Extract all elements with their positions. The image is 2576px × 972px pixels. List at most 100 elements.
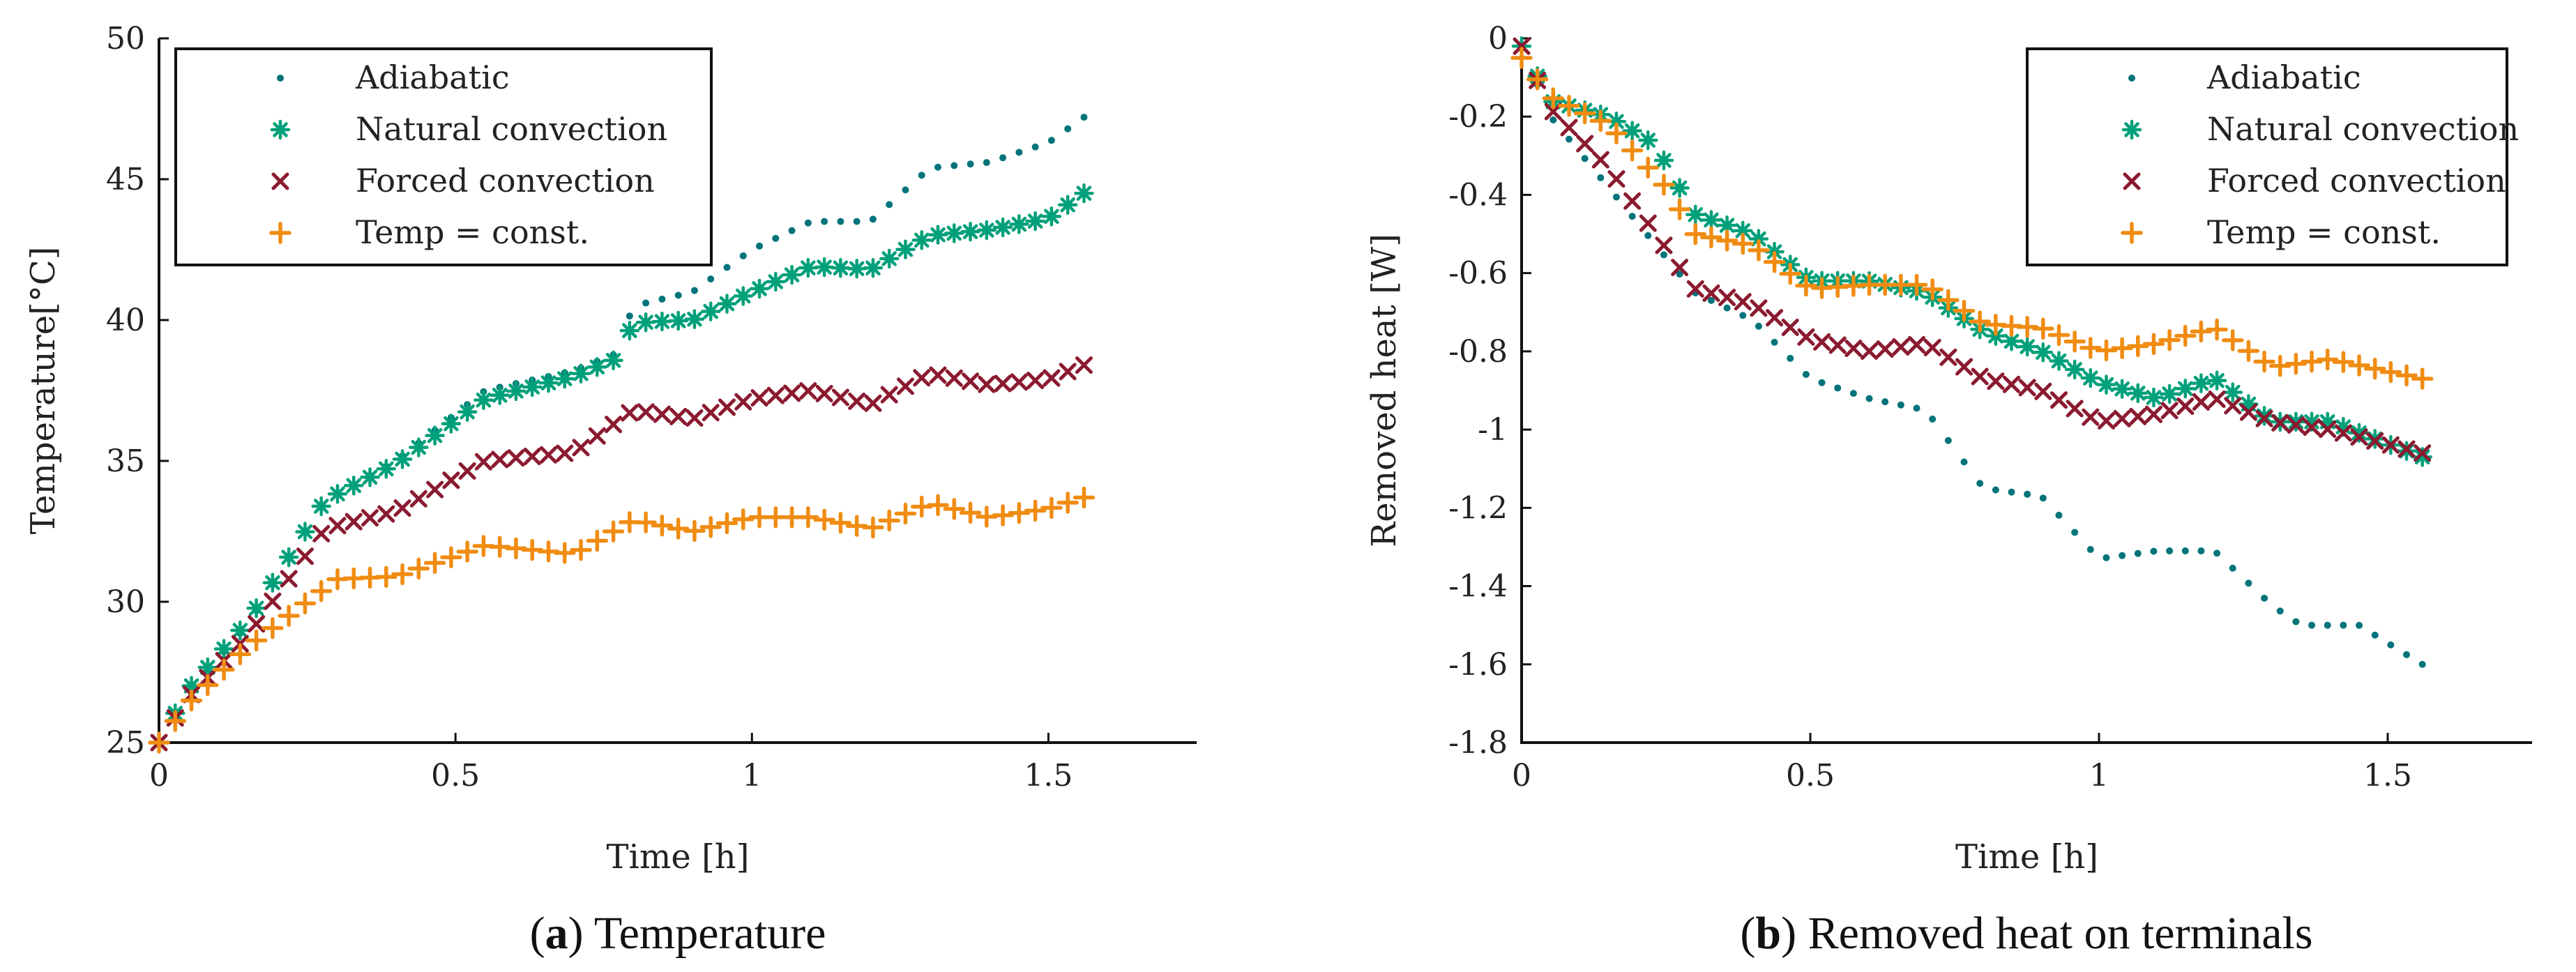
legend-marker <box>2128 75 2135 82</box>
legend-marker <box>2121 222 2143 244</box>
data-point <box>2002 375 2020 393</box>
data-point <box>1750 299 1768 317</box>
data-point <box>2175 379 2196 399</box>
legend-label: Forced convection <box>356 162 655 199</box>
data-point <box>864 394 882 412</box>
data-point <box>2017 336 2038 357</box>
data-point <box>1701 210 1722 230</box>
data-point <box>1717 215 1737 236</box>
data-point <box>927 494 949 517</box>
data-point <box>962 372 980 390</box>
data-point <box>310 579 333 602</box>
data-point <box>783 384 801 402</box>
data-point <box>1605 122 1628 144</box>
data-point <box>491 450 509 469</box>
data-point <box>1015 149 1023 156</box>
data-point <box>456 540 478 563</box>
data-point <box>1684 222 1707 245</box>
series-temp-const- <box>148 486 1096 754</box>
series-temp-const- <box>1510 47 2434 390</box>
data-point <box>862 516 884 539</box>
data-point <box>700 301 721 321</box>
data-point <box>181 676 202 696</box>
data-point <box>1043 369 1061 387</box>
data-point <box>554 368 575 389</box>
data-point <box>1660 251 1667 259</box>
data-point <box>1073 486 1096 509</box>
data-point <box>652 311 672 332</box>
data-point <box>295 522 315 542</box>
data-point <box>813 508 835 531</box>
data-point <box>2197 547 2205 555</box>
data-point <box>750 389 768 407</box>
data-point <box>967 160 974 168</box>
data-point <box>2206 318 2228 341</box>
data-point <box>658 296 666 303</box>
data-point <box>1707 296 1715 304</box>
data-point <box>296 547 314 565</box>
data-point <box>2349 423 2370 443</box>
data-point <box>1655 236 1673 255</box>
y-tick-label: 40 <box>106 303 145 338</box>
data-point <box>934 163 942 171</box>
data-point <box>1913 404 1920 412</box>
data-point <box>1576 135 1594 153</box>
data-point <box>1781 319 1799 337</box>
data-point <box>197 674 219 697</box>
data-point <box>772 234 780 242</box>
data-point <box>2276 607 2284 615</box>
data-point <box>2222 382 2243 402</box>
x-tick-label: 0.5 <box>431 758 480 793</box>
data-point <box>2381 436 2400 454</box>
data-point <box>1513 37 1531 55</box>
data-point <box>2176 397 2195 416</box>
data-point <box>717 294 737 314</box>
data-point <box>896 377 914 395</box>
legend-box <box>2026 47 2508 266</box>
data-point <box>361 509 379 527</box>
data-point <box>2253 350 2275 373</box>
data-point <box>1010 373 1028 391</box>
data-point <box>442 471 460 489</box>
data-point <box>1955 358 1973 376</box>
data-point <box>1897 401 1904 409</box>
data-point <box>556 444 574 462</box>
legend-box <box>174 47 713 266</box>
data-point <box>1653 174 1675 196</box>
data-point <box>1074 183 1094 204</box>
data-point <box>994 374 1012 393</box>
data-point <box>2082 408 2100 426</box>
data-point <box>2190 320 2213 343</box>
data-point <box>1849 390 1857 397</box>
data-point <box>1905 273 1928 296</box>
data-point <box>1621 139 1644 162</box>
data-point <box>619 320 640 341</box>
data-point <box>1676 271 1683 278</box>
data-point <box>2301 411 2322 432</box>
data-point <box>1668 198 1691 220</box>
data-point <box>2181 547 2189 555</box>
data-point <box>814 257 835 278</box>
data-point <box>2034 382 2052 400</box>
data-point <box>976 220 997 241</box>
y-tick-label: 45 <box>106 162 145 197</box>
data-point <box>2356 621 2363 629</box>
data-point <box>886 201 893 208</box>
data-point <box>425 425 445 446</box>
data-point <box>2119 552 2126 559</box>
data-point <box>685 409 704 427</box>
legend-label: Temp = const. <box>356 213 589 251</box>
data-point <box>637 403 655 421</box>
data-point <box>878 509 900 532</box>
data-point <box>651 514 674 537</box>
data-point <box>588 427 606 445</box>
data-point <box>458 462 476 480</box>
data-point <box>1669 178 1690 198</box>
data-point <box>2050 391 2068 409</box>
data-point <box>392 449 413 469</box>
data-point <box>327 484 348 504</box>
data-point <box>831 388 849 407</box>
data-point <box>2418 660 2426 668</box>
data-point <box>1976 480 1984 487</box>
